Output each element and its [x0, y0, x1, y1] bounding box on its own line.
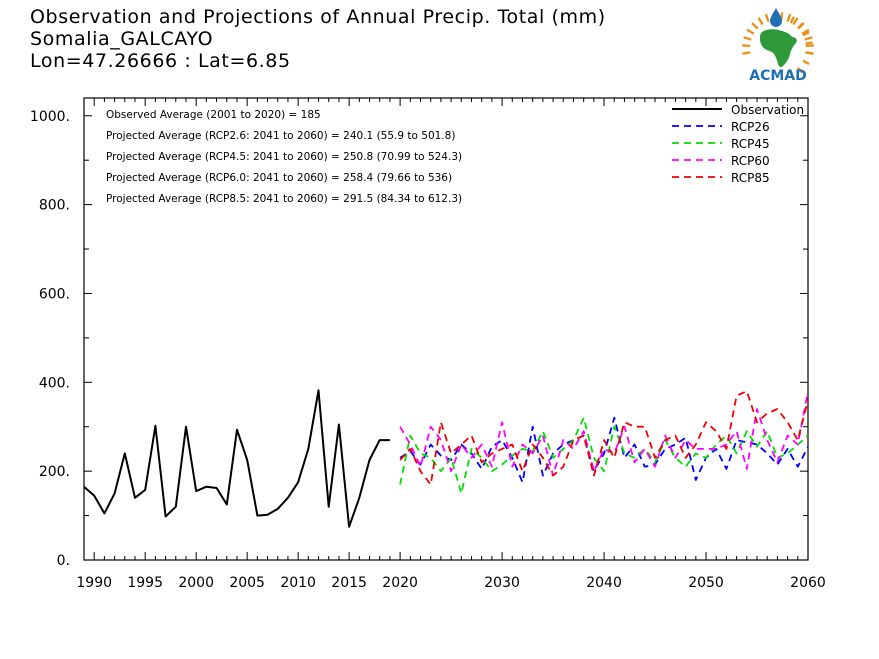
logo-ray	[743, 36, 752, 41]
x-tick-label: 2000	[178, 575, 214, 591]
series-layer	[83, 389, 809, 528]
y-tick-label: 600.	[39, 286, 70, 302]
station-coordinates: Lon=47.26666 : Lat=6.85	[30, 50, 291, 72]
logo-ray	[789, 72, 795, 80]
logo-ray	[805, 51, 813, 55]
annotation-line: Projected Average (RCP8.5: 2041 to 2060)…	[106, 193, 462, 205]
x-tick-label: 2050	[688, 575, 724, 591]
y-tick-label: 200.	[39, 464, 70, 480]
annotation-layer: Observed Average (2001 to 2020) = 185 Pro…	[106, 109, 462, 205]
y-tick-label: 400.	[39, 375, 70, 391]
axis-ticks: 0. 200. 400. 600. 800. 1000. 1990 1995 2000 2005 2…	[30, 98, 826, 591]
logo-ray	[802, 31, 810, 37]
logo-ray	[746, 28, 755, 35]
logo-ray	[742, 44, 751, 48]
legend-label: RCP85	[731, 171, 770, 185]
chart-title-block: Observation and Projections of Annual Pr…	[30, 6, 606, 72]
logo-ray	[805, 41, 813, 45]
annotation-line: Observed Average (2001 to 2020) = 185	[106, 109, 321, 121]
legend-label: Observation	[731, 103, 804, 117]
logo-ray	[804, 36, 813, 41]
station-name: Somalia_GALCAYO	[30, 28, 214, 50]
logo-text: ACMAD	[749, 68, 807, 84]
logo-ray	[751, 22, 759, 30]
plot-border	[83, 97, 809, 561]
logo-ray	[796, 66, 804, 74]
x-tick-label: 2015	[331, 575, 367, 591]
logo-ray	[789, 16, 795, 24]
series-rcp45	[399, 416, 809, 495]
x-tick-label: 2040	[586, 575, 622, 591]
x-tick-label: 1995	[127, 575, 163, 591]
series-observation	[83, 389, 390, 528]
annotation-line: Projected Average (RCP2.6: 2041 to 2060)…	[106, 130, 455, 142]
y-tick-label: 800.	[39, 198, 70, 214]
x-tick-label: 2020	[382, 575, 418, 591]
x-tick-label: 2030	[484, 575, 520, 591]
logo-ray	[757, 17, 764, 26]
logo-ray	[801, 28, 810, 35]
legend-label: RCP26	[731, 120, 770, 134]
logo-ray	[764, 13, 770, 23]
x-tick-label: 2060	[790, 575, 826, 591]
logo-ray	[742, 51, 751, 55]
x-tick-label: 1990	[76, 575, 112, 591]
logo-ray	[802, 59, 810, 65]
series-rcp60	[399, 391, 809, 477]
legend: Observation RCP26 RCP45 RCP60 RCP85	[672, 103, 804, 185]
legend-label: RCP45	[731, 137, 770, 151]
logo-ray	[805, 44, 814, 48]
logo-water-drop-icon	[770, 8, 782, 27]
plot-frame	[83, 97, 809, 561]
annotation-line: Projected Average (RCP6.0: 2041 to 2060)…	[106, 172, 452, 184]
y-tick-label: 0.	[57, 553, 70, 569]
logo-ray	[796, 22, 804, 30]
acmad-logo: ACMAD	[742, 8, 814, 84]
y-tick-label: 1000.	[30, 109, 70, 125]
series-rcp26	[399, 416, 809, 484]
chart-title: Observation and Projections of Annual Pr…	[30, 6, 606, 28]
annotation-line: Projected Average (RCP4.5: 2041 to 2060)…	[106, 151, 462, 163]
legend-label: RCP60	[731, 154, 770, 168]
x-tick-label: 2010	[280, 575, 316, 591]
logo-ray	[792, 17, 799, 26]
logo-ray	[786, 13, 792, 23]
x-tick-label: 2005	[229, 575, 265, 591]
logo-africa-icon	[760, 29, 797, 68]
